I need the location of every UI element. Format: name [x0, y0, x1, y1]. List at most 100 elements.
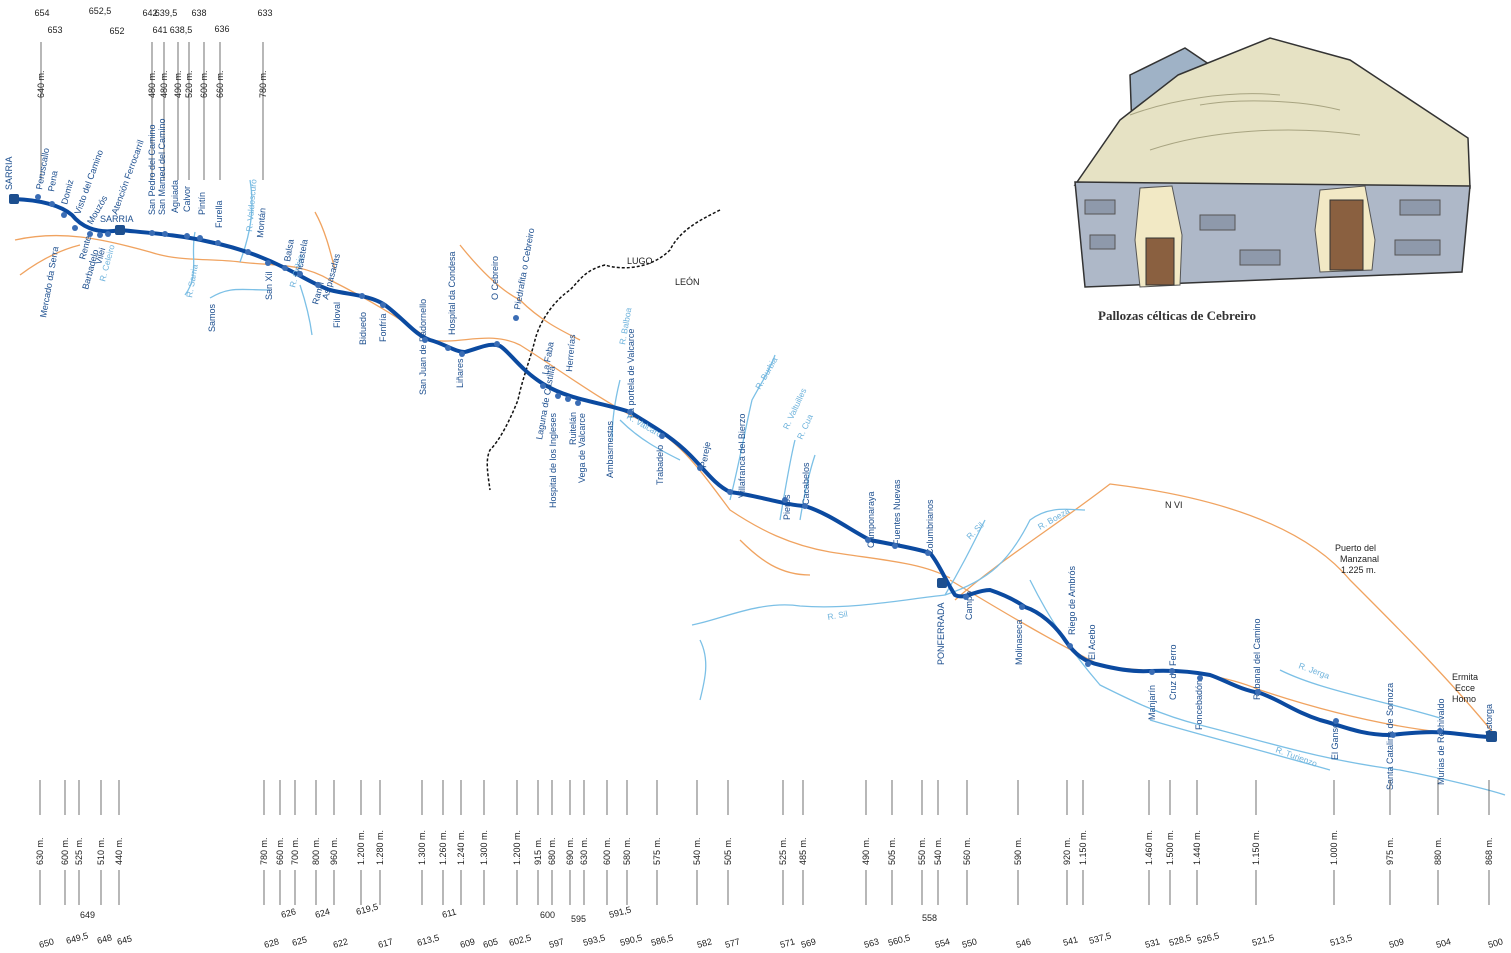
hermitage-label-line-1: Ermita	[1452, 672, 1478, 682]
bottom-km-label: 560,5	[887, 932, 911, 947]
route-stop-dot	[1149, 669, 1155, 675]
bottom-altitude-label: 510 m.	[96, 837, 106, 865]
top-km-labels: 654 653 652,5 652 642 641 639,5 638,5 638 636 633	[34, 6, 272, 36]
route-stop-dot	[380, 302, 386, 308]
bottom-km-label: 648	[96, 932, 113, 946]
bottom-altitude-label: 1.150 m.	[1251, 830, 1261, 865]
bottom-km-label: 526,5	[1196, 930, 1220, 945]
bottom-km-label: 605	[482, 936, 499, 950]
bottom-altitude-label: 560 m.	[962, 837, 972, 865]
route-stop-dot	[162, 231, 168, 237]
bottom-altitude-label: 485 m.	[798, 837, 808, 865]
place-label: Fonfría	[378, 313, 388, 342]
bottom-altitude-label: 1.200 m.	[512, 830, 522, 865]
bottom-km-label: 624	[314, 906, 331, 920]
place-label: Astorga	[1484, 704, 1494, 735]
bottom-km-label: 600	[540, 910, 555, 920]
place-label: Vega de Valcarce	[577, 413, 587, 483]
place-label: PONFERRADA	[936, 602, 946, 665]
top-place-label: Montán	[255, 207, 268, 238]
bottom-altitude-label: 600 m.	[60, 837, 70, 865]
rivers-layer	[184, 179, 1506, 796]
bottom-km-label: 521,5	[1251, 932, 1275, 947]
top-km-label: 641	[152, 25, 167, 35]
bottom-km-label: 537,5	[1088, 930, 1112, 945]
route-stop-dot	[422, 337, 428, 343]
route-stop-dot	[105, 231, 111, 237]
bottom-km-label: 513,5	[1329, 932, 1353, 947]
bottom-km-label: 509	[1388, 936, 1405, 950]
top-km-label: 633	[257, 8, 272, 18]
place-label: Samos	[207, 303, 217, 332]
bottom-altitude-label: 920 m.	[1062, 837, 1072, 865]
region-label-south: LEÓN	[675, 277, 700, 287]
place-label: Piedrafita o Cebreiro	[512, 227, 536, 310]
bottom-altitude-label: 690 m.	[565, 837, 575, 865]
route-stop-dot	[1067, 643, 1073, 649]
top-place-label: Furella	[214, 200, 224, 228]
roads-layer	[14, 211, 1496, 736]
bottom-km-label: 628	[263, 936, 280, 950]
bottom-km-label: 571	[779, 936, 796, 950]
place-label: San Juan de Padornello	[418, 299, 428, 395]
bottom-km-label: 504	[1435, 936, 1452, 950]
bottom-altitude-label: 960 m.	[329, 837, 339, 865]
top-place-label: Pintín	[197, 192, 207, 215]
place-label: Hospital da Condesa	[447, 251, 457, 335]
route-stop-dot	[245, 249, 251, 255]
bottom-km-label: 649	[80, 910, 95, 920]
top-place-label: SARRIA	[4, 156, 14, 190]
place-label: Villafranca del Bierzo	[737, 414, 747, 498]
bottom-altitude-label: 575 m.	[652, 837, 662, 865]
bottom-altitude-label: 490 m.	[861, 837, 871, 865]
route-stop-dot	[627, 409, 633, 415]
bottom-altitude-label: 630 m.	[579, 837, 589, 865]
route-stop-dot	[1437, 728, 1443, 734]
route-stop-dot	[297, 271, 303, 277]
sarria-marker	[115, 225, 125, 235]
route-stop-dot	[963, 594, 969, 600]
illustration-caption: Pallozas célticas de Cebreiro	[1098, 308, 1256, 323]
place-label: R. Jerga	[1297, 660, 1331, 680]
bottom-altitude-label: 630 m.	[35, 837, 45, 865]
place-label: Balsa	[282, 238, 296, 262]
pass-label-line-3: 1.225 m.	[1341, 565, 1376, 575]
bottom-altitude-label: 550 m.	[917, 837, 927, 865]
place-label: Campo	[964, 591, 974, 620]
bottom-altitude-label: 590 m.	[1013, 837, 1023, 865]
bottom-altitude-label: 1.300 m.	[417, 830, 427, 865]
place-label: Murias de Rechivaldo	[1436, 698, 1446, 785]
route-stop-dot	[184, 233, 190, 239]
top-km-label: 653	[47, 25, 62, 35]
bottom-km-label: 617	[377, 936, 394, 950]
route-stop-dot	[575, 400, 581, 406]
route-stop-dot	[1390, 732, 1396, 738]
route-stop-dot	[87, 231, 93, 237]
place-label: Foncebadón	[1194, 680, 1204, 730]
route-stop-dot	[697, 465, 703, 471]
bottom-altitude-label: 1.280 m.	[375, 830, 385, 865]
bottom-altitude-label: 1.150 m.	[1078, 830, 1088, 865]
place-label: Biduedo	[358, 312, 368, 345]
bottom-altitude-label: 525 m.	[74, 837, 84, 865]
top-place-label: San Mamed del Camino	[157, 118, 167, 215]
route-stop-dot	[494, 341, 500, 347]
top-altitude-labels: 640 m. 480 m. 480 m. 490 m. 520 m. 600 m. 660 …	[36, 42, 268, 180]
bottom-km-label: 528,5	[1168, 932, 1192, 947]
route-stop-dot	[445, 345, 451, 351]
place-label: Cacabelos	[801, 462, 811, 505]
route-stop-dot	[1197, 675, 1203, 681]
top-km-label: 639,5	[155, 8, 178, 18]
top-place-label: Pena	[46, 170, 60, 192]
bottom-km-label: 582	[696, 936, 713, 950]
top-place-label: Calvor	[182, 186, 192, 212]
place-label: Fuentes Nuevas	[892, 479, 902, 545]
bottom-altitude-label: 440 m.	[114, 837, 124, 865]
route-stop-dot	[1169, 668, 1175, 674]
bottom-km-label: 500	[1487, 936, 1504, 950]
bottom-km-label: 577	[724, 936, 741, 950]
route-stop-dot	[727, 489, 733, 495]
bottom-altitude-label: 700 m.	[290, 837, 300, 865]
route-stop-dot	[565, 396, 571, 402]
